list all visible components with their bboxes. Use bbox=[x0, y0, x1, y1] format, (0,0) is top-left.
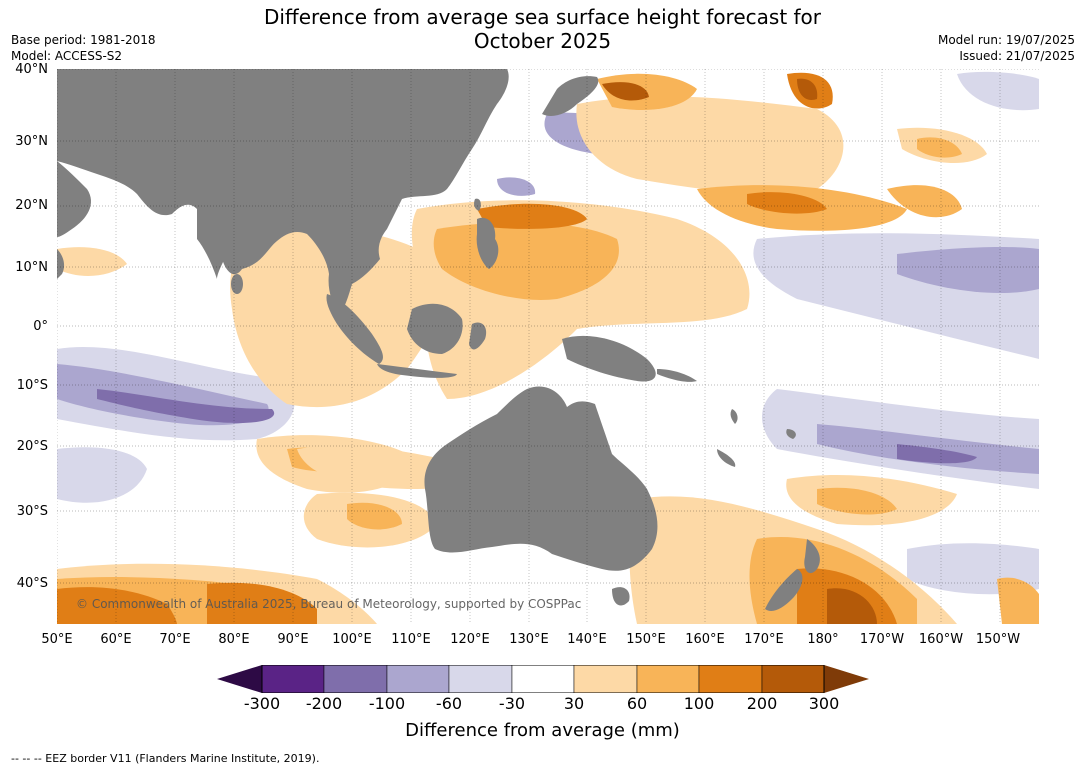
land-solomon bbox=[657, 369, 697, 382]
land-vanuatu bbox=[730, 409, 738, 424]
colorbar-bin-5 bbox=[511, 664, 575, 694]
colorbar-bin-3 bbox=[386, 664, 450, 694]
land-japan bbox=[542, 76, 599, 116]
land-africa bbox=[57, 249, 65, 279]
land-sulawesi bbox=[469, 322, 487, 350]
colorbar bbox=[217, 664, 869, 697]
colorbar-bin-4 bbox=[448, 664, 513, 694]
colorbar-tick: -60 bbox=[435, 694, 463, 713]
lon-label-50e: 50°E bbox=[41, 632, 73, 647]
lon-label-80e: 80°E bbox=[218, 632, 250, 647]
issued-date: Issued: 21/07/2025 bbox=[959, 49, 1075, 63]
lon-label-100e: 100°E bbox=[332, 632, 372, 647]
land-borneo bbox=[407, 303, 463, 354]
lat-label-10s: 10°S bbox=[16, 378, 48, 393]
colorbar-tick: -200 bbox=[305, 694, 343, 713]
colorbar-tick: -300 bbox=[243, 694, 281, 713]
land-layer bbox=[57, 69, 820, 611]
map-title: Difference from average sea surface heig… bbox=[0, 5, 1085, 53]
land-sri-lanka bbox=[231, 274, 243, 294]
land-java bbox=[377, 364, 457, 378]
land-australia bbox=[424, 386, 658, 571]
land-new-zealand-north bbox=[804, 539, 820, 574]
model-name: Model: ACCESS-S2 bbox=[11, 49, 123, 63]
lon-label-60e: 60°E bbox=[100, 632, 132, 647]
lon-label-150e: 150°E bbox=[626, 632, 666, 647]
colorbar-tick: 100 bbox=[683, 694, 715, 713]
eez-footnote: -- -- -- EEZ border V11 (Flanders Marine… bbox=[11, 752, 320, 765]
sea-level-map bbox=[57, 69, 1039, 624]
lon-label-70e: 70°E bbox=[159, 632, 191, 647]
colorbar-tick: 30 bbox=[563, 694, 585, 713]
meta-right: Model run: 19/07/2025 Issued: 21/07/2025 bbox=[938, 32, 1075, 64]
land-sumatra bbox=[326, 294, 383, 364]
lon-label-150w: 150°W bbox=[975, 632, 1021, 647]
lon-label-170w: 170°W bbox=[859, 632, 905, 647]
lon-label-180: 180° bbox=[807, 632, 839, 647]
colorbar-tick: 60 bbox=[626, 694, 648, 713]
map-canvas bbox=[57, 69, 1039, 624]
colorbar-bin-9 bbox=[761, 664, 825, 694]
land-philippines bbox=[476, 217, 499, 269]
lat-label-40n: 40°N bbox=[15, 62, 48, 77]
colorbar-svg bbox=[217, 664, 869, 694]
meta-left: Base period: 1981-2018 Model: ACCESS-S2 bbox=[11, 32, 156, 64]
land-new-zealand-south bbox=[765, 569, 803, 611]
land-arabia bbox=[57, 161, 92, 237]
colorbar-tick: -30 bbox=[498, 694, 526, 713]
lon-label-110e: 110°E bbox=[391, 632, 431, 647]
land-asia bbox=[57, 69, 509, 314]
lat-label-0: 0° bbox=[33, 319, 48, 334]
colorbar-bin-1 bbox=[261, 664, 325, 694]
lon-label-120e: 120°E bbox=[450, 632, 490, 647]
land-new-guinea bbox=[562, 335, 656, 382]
colorbar-tick: 200 bbox=[746, 694, 778, 713]
title-line-1: Difference from average sea surface heig… bbox=[263, 5, 822, 29]
base-period: Base period: 1981-2018 bbox=[11, 33, 156, 47]
colorbar-tick: -100 bbox=[368, 694, 406, 713]
meridians bbox=[57, 69, 1001, 624]
lon-label-130e: 130°E bbox=[509, 632, 549, 647]
land-india bbox=[197, 209, 227, 279]
colorbar-tick: 300 bbox=[808, 694, 840, 713]
lat-label-40s: 40°S bbox=[16, 576, 48, 591]
copyright-notice: © Commonwealth of Australia 2025, Bureau… bbox=[76, 597, 582, 611]
colorbar-bin-6 bbox=[573, 664, 638, 694]
land-tasmania bbox=[612, 587, 630, 606]
lon-label-160w: 160°W bbox=[918, 632, 964, 647]
land-new-caledonia bbox=[717, 449, 736, 467]
colorbar-bin-8 bbox=[698, 664, 763, 694]
colorbar-arrow-high bbox=[824, 665, 869, 693]
land-taiwan bbox=[474, 198, 481, 211]
land-fiji bbox=[786, 429, 796, 439]
lat-label-10n: 10°N bbox=[15, 260, 48, 275]
colorbar-bin-7 bbox=[636, 664, 700, 694]
lon-label-90e: 90°E bbox=[277, 632, 309, 647]
lat-label-20n: 20°N bbox=[15, 198, 48, 213]
title-line-2: October 2025 bbox=[473, 29, 612, 53]
lat-label-30s: 30°S bbox=[16, 504, 48, 519]
model-run: Model run: 19/07/2025 bbox=[937, 33, 1075, 47]
lon-label-140e: 140°E bbox=[567, 632, 607, 647]
lat-label-20s: 20°S bbox=[16, 439, 48, 454]
colorbar-arrow-low bbox=[217, 665, 262, 693]
colorbar-title: Difference from average (mm) bbox=[405, 720, 680, 741]
lat-label-30n: 30°N bbox=[15, 134, 48, 149]
lon-label-160e: 160°E bbox=[685, 632, 725, 647]
colorbar-bin-2 bbox=[323, 664, 388, 694]
lon-label-170e: 170°E bbox=[744, 632, 784, 647]
